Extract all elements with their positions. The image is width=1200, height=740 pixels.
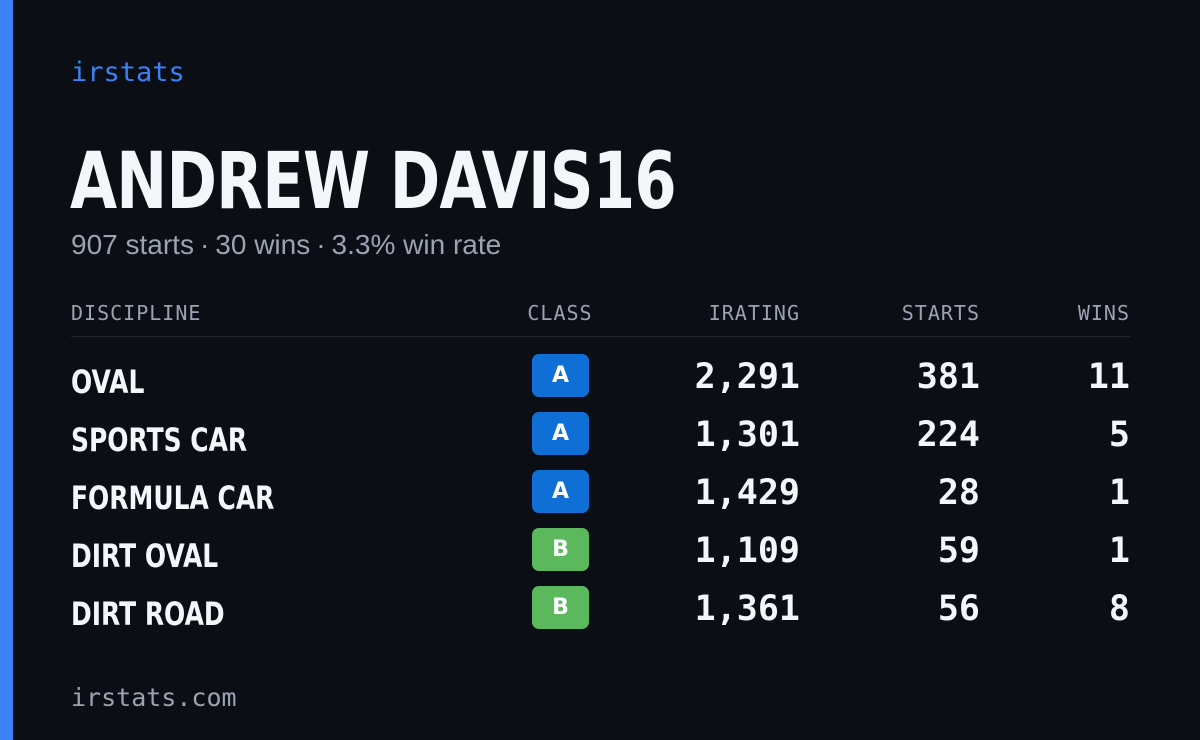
table-row: DIRT OVAL B 1,109 59 1 [0,528,1200,586]
column-header-irating: IRATING [708,301,800,325]
column-header-class: CLASS [527,301,593,325]
wins-value: 1 [1108,473,1130,513]
header-divider [71,336,1130,337]
wins-summary: 30 wins [215,229,311,260]
table-row: SPORTS CAR A 1,301 224 5 [0,412,1200,470]
player-name: ANDREW DAVIS16 [70,137,677,227]
separator: · [199,229,210,260]
class-badge: A [532,354,589,397]
accent-bar [0,0,13,740]
irating-value: 2,291 [694,357,800,397]
class-badge: B [532,528,589,571]
discipline-name: SPORTS CAR [71,421,248,459]
table-row: OVAL A 2,291 381 11 [0,354,1200,412]
wins-value: 8 [1108,589,1130,629]
starts-value: 56 [937,589,980,629]
class-badge: A [532,470,589,513]
wins-value: 1 [1108,531,1130,571]
discipline-name: DIRT ROAD [71,595,225,633]
class-badge: A [532,412,589,455]
irating-value: 1,429 [694,473,800,513]
table-row: DIRT ROAD B 1,361 56 8 [0,586,1200,644]
column-header-wins: WINS [1077,301,1130,325]
column-header-discipline: DISCIPLINE [71,301,202,325]
starts-value: 28 [937,473,980,513]
brand-logo: irstats [71,57,185,88]
discipline-name: DIRT OVAL [71,537,219,575]
column-header-starts: STARTS [901,301,980,325]
discipline-name: FORMULA CAR [71,479,275,517]
table-row: FORMULA CAR A 1,429 28 1 [0,470,1200,528]
wins-value: 11 [1087,357,1130,397]
separator: · [316,229,326,260]
player-summary: 907 starts · 30 wins · 3.3% win rate [71,228,501,262]
class-badge: B [532,586,589,629]
discipline-name: OVAL [71,363,145,401]
starts-summary: 907 starts [71,229,194,260]
irating-value: 1,361 [694,589,800,629]
winrate-summary: 3.3% win rate [331,229,502,260]
irating-value: 1,301 [694,415,800,455]
irating-value: 1,109 [694,531,800,571]
starts-value: 224 [916,415,980,455]
footer-url[interactable]: irstats.com [71,683,237,712]
starts-value: 59 [937,531,980,571]
starts-value: 381 [916,357,980,397]
wins-value: 5 [1108,415,1130,455]
